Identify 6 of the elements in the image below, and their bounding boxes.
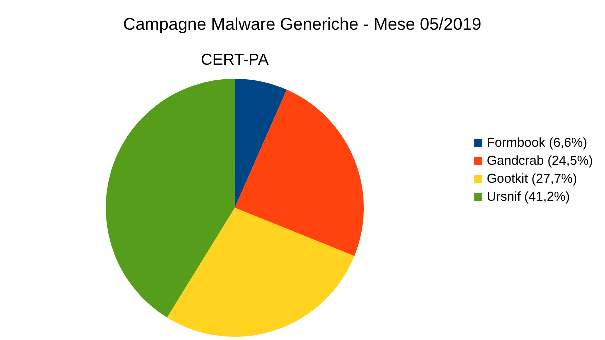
legend-label: Gootkit (27,7%)	[486, 170, 578, 188]
chart-title: Campagne Malware Generiche - Mese 05/2019	[122, 15, 483, 35]
chart-subtitle: CERT-PA	[200, 52, 270, 70]
legend-label: Gandcrab (24,5%)	[486, 152, 594, 170]
legend-label: Formbook (6,6%)	[486, 134, 588, 152]
legend-label: Ursnif (41,2%)	[486, 188, 572, 206]
